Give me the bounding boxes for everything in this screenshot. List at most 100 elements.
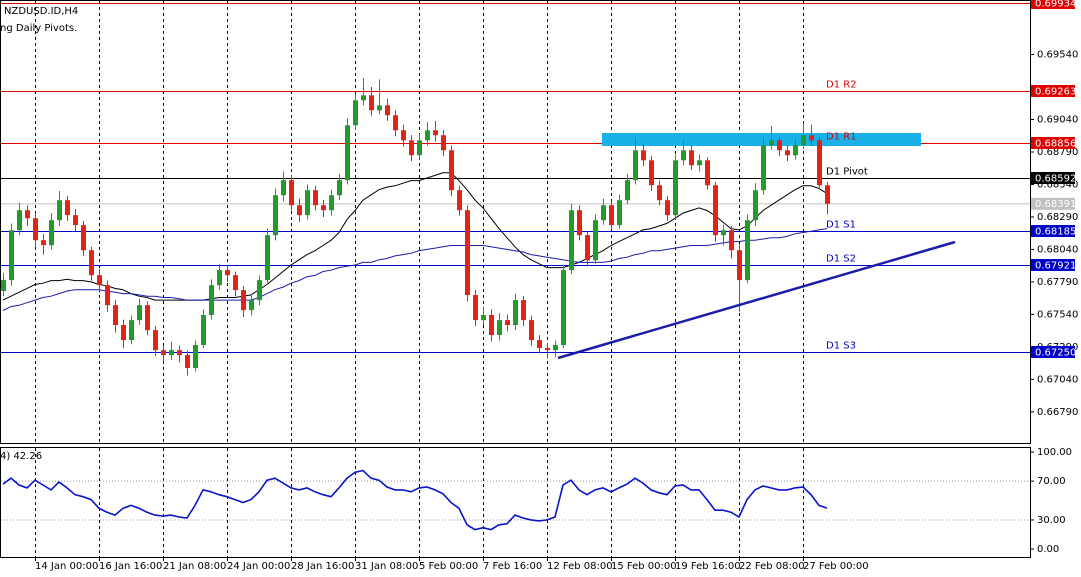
x-tick-label: 27 Feb 00:00 [803, 561, 869, 572]
candle-body [289, 180, 294, 206]
candle-body [809, 135, 814, 141]
rsi-line [2, 469, 828, 531]
candle-body [329, 195, 334, 211]
y-tick-label: 30.00 [1037, 515, 1066, 526]
candle-body [281, 180, 286, 196]
candle-body [753, 190, 758, 221]
candle-body [673, 160, 678, 216]
candle-body [697, 160, 702, 166]
candle-body [793, 145, 798, 156]
x-tick-label: 22 Feb 08:00 [739, 561, 805, 572]
resistance-zone [602, 133, 921, 146]
candle-body [65, 200, 70, 216]
candle-body [169, 350, 174, 356]
candle-body [73, 215, 78, 226]
candle-body [273, 195, 278, 236]
y-tick-label: 0.68040 [1037, 244, 1078, 255]
candle-body [433, 130, 438, 136]
y-tick-label: 100.00 [1037, 447, 1072, 458]
candle-body [713, 185, 718, 236]
y-tick-label: 0.69040 [1037, 115, 1078, 126]
candle-body [729, 230, 734, 251]
candle-body [497, 320, 502, 336]
moving-average [2, 172, 828, 301]
candle-body [105, 285, 110, 306]
candle-body [465, 210, 470, 296]
candle-body [305, 190, 310, 216]
y-tick-label: 0.68290 [1037, 212, 1078, 223]
candle-body [1, 280, 6, 292]
candle-body [665, 200, 670, 216]
candle-body [241, 290, 246, 311]
candle-body [145, 305, 150, 331]
price-label-box [1031, 137, 1075, 149]
candle-body [449, 150, 454, 191]
candle-body [361, 95, 366, 101]
candle-body [609, 205, 614, 226]
candle-body [265, 235, 270, 281]
candle-body [737, 250, 742, 281]
candle-body [401, 130, 406, 141]
candle-body [617, 200, 622, 226]
candle-body [545, 348, 550, 351]
candle-body [681, 150, 686, 161]
candle-body [337, 180, 342, 196]
candle-body [409, 140, 414, 156]
over-layer: D1 R3 D1 R2 D1 R1 D1 Pivot D1 S1 D1 S2 D1 S3 [1, 0, 868, 531]
x-tick-label: 7 Feb 16:00 [483, 561, 542, 572]
candle-body [521, 300, 526, 321]
pivot-label: D1 Pivot [826, 167, 868, 178]
candle-body [705, 160, 710, 186]
candle-body [185, 355, 190, 369]
candle-body [529, 320, 534, 341]
candle-body [97, 275, 102, 286]
candle-body [777, 140, 782, 151]
candle-body [657, 185, 662, 201]
price-label-box [1031, 346, 1075, 358]
candle-body [625, 180, 630, 201]
price-label-box [1031, 85, 1075, 97]
x-tick-label: 19 Feb 16:00 [675, 561, 741, 572]
x-tick-label: 24 Jan 00:00 [227, 561, 290, 572]
y-tick-label: 0.67790 [1037, 277, 1078, 288]
candle-body [513, 300, 518, 326]
price-label: 0.67921 [1035, 261, 1076, 272]
price-label-box [1031, 197, 1075, 210]
y-tick-label: 0.00 [1037, 544, 1059, 555]
candle-body [177, 350, 182, 356]
candle-body [89, 250, 94, 276]
candle-body [641, 150, 646, 161]
candle-body [585, 235, 590, 261]
candle-body [209, 285, 214, 316]
x-tick-label: 31 Jan 08:00 [355, 561, 418, 572]
price-label-box [1031, 225, 1075, 237]
candle-body [321, 205, 326, 211]
candle-body [601, 205, 606, 221]
candle-body [769, 140, 774, 146]
candle-body [41, 240, 46, 246]
candle-body [817, 140, 822, 186]
y-tick-label: 0.66790 [1037, 407, 1078, 418]
candle-body [233, 275, 238, 291]
candle-body [537, 340, 542, 349]
candle-body [689, 150, 694, 166]
candle-body [825, 185, 830, 204]
candle-body [129, 320, 134, 341]
candle-body [377, 105, 382, 111]
candle-body [17, 210, 22, 231]
candle-body [297, 205, 302, 216]
candle-body [569, 210, 574, 271]
pivot-label: D1 S1 [826, 220, 856, 231]
candle-body [313, 190, 318, 206]
price-label: 0.68185 [1035, 227, 1076, 238]
price-label: 0.68592 [1035, 174, 1076, 185]
candle-body [153, 330, 158, 351]
pivot-label: D1 S3 [826, 341, 856, 352]
candle-body [225, 270, 230, 276]
trend-line [557, 240, 956, 360]
indicator-title: 4) 42.26 [0, 451, 42, 462]
candle-body [489, 315, 494, 336]
candle-body [473, 295, 478, 321]
x-tick-label: 5 Feb 00:00 [419, 561, 478, 572]
x-tick-label: 15 Feb 00:00 [611, 561, 677, 572]
